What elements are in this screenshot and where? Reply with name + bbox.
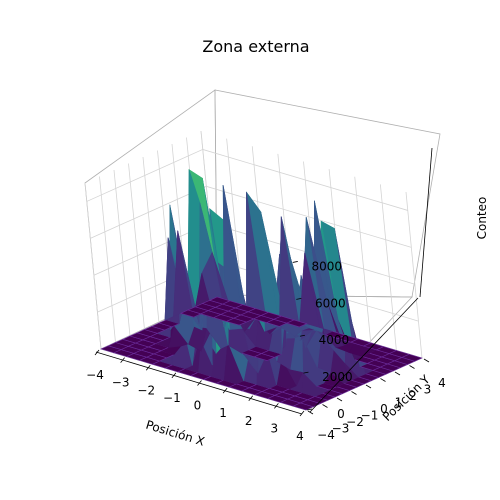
x-axis-title: Posición X [144, 418, 206, 449]
y-tick-mark [380, 378, 386, 382]
y-tick-mark [409, 365, 415, 369]
x-tick-label: 1 [219, 406, 227, 420]
z-tick-label: 8000 [312, 259, 343, 273]
z-tick-mark [306, 408, 313, 411]
x-tick-mark [299, 410, 305, 417]
grid-line [142, 156, 160, 324]
y-tick-label: −3 [332, 422, 350, 436]
grid-line [405, 191, 423, 359]
x-tick-mark [274, 403, 279, 409]
y-tick-label: 3 [424, 383, 432, 397]
grid-line [128, 163, 145, 330]
y-tick-label: 1 [395, 396, 403, 410]
grid-line [379, 184, 397, 351]
x-tick-mark [171, 372, 177, 379]
x-tick-label: 4 [296, 429, 304, 443]
grid-line [113, 169, 131, 337]
y-tick-mark [307, 410, 314, 415]
y-axis-title: Posición Y [380, 372, 433, 424]
y-tick-mark [365, 384, 372, 389]
x-tick-label: 3 [271, 421, 279, 435]
grid-line [90, 185, 412, 248]
x-tick-label: −3 [112, 376, 130, 390]
x-tick-mark [197, 380, 202, 386]
y-tick-label: 4 [438, 376, 446, 390]
y-tick-mark [423, 358, 430, 363]
surface-patch [279, 216, 300, 328]
y-tick-label: 0 [380, 402, 388, 416]
y-tick-label: −4 [317, 428, 335, 442]
y-tick-mark [394, 371, 401, 376]
y-tick-mark [336, 397, 343, 402]
x-tick-label: −2 [137, 383, 155, 397]
grid-line [354, 176, 372, 343]
z-axis-title: Conteo [475, 197, 489, 240]
x-tick-label: −4 [86, 368, 104, 382]
y-tick-mark [351, 391, 357, 395]
y-tick-label: 2 [409, 389, 417, 403]
chart-title: Zona externa [202, 37, 309, 56]
z-ticks: 0 2000 4000 6000 8000 [292, 259, 353, 421]
grid-line [86, 149, 408, 211]
x-ticks: −4 −3 −2 −1 0 1 2 3 4 [86, 349, 305, 443]
x-tick-label: 2 [245, 414, 253, 428]
z-tick-mark [296, 297, 302, 300]
z-tick-label: 0 [337, 407, 345, 421]
z-tick-label: 2000 [322, 370, 353, 384]
x-tick-mark [248, 395, 254, 401]
z-tick-mark [292, 261, 298, 263]
y-tick-label: −2 [346, 415, 364, 429]
z-tick-label: 6000 [315, 296, 346, 310]
y-axis-line [309, 297, 419, 413]
x-tick-mark [120, 357, 125, 363]
surface-mesh [100, 168, 423, 411]
x-tick-label: −1 [163, 391, 181, 405]
z-axis-line [419, 147, 433, 298]
z-tick-mark [299, 334, 305, 337]
surface-patch [208, 296, 231, 305]
x-tick-mark [222, 387, 228, 394]
grid-line [84, 182, 102, 350]
x-tick-label: 0 [194, 399, 202, 413]
z-tick-mark [303, 371, 309, 374]
y-ticks: −4−3−2−1 0 1 2 3 4 [307, 358, 446, 442]
grid-line [99, 176, 116, 343]
x-tick-mark [94, 349, 100, 356]
x-tick-mark [145, 365, 151, 371]
y-tick-label: −1 [361, 409, 379, 423]
y-tick-mark [322, 404, 328, 408]
z-tick-label: 4000 [319, 333, 350, 347]
